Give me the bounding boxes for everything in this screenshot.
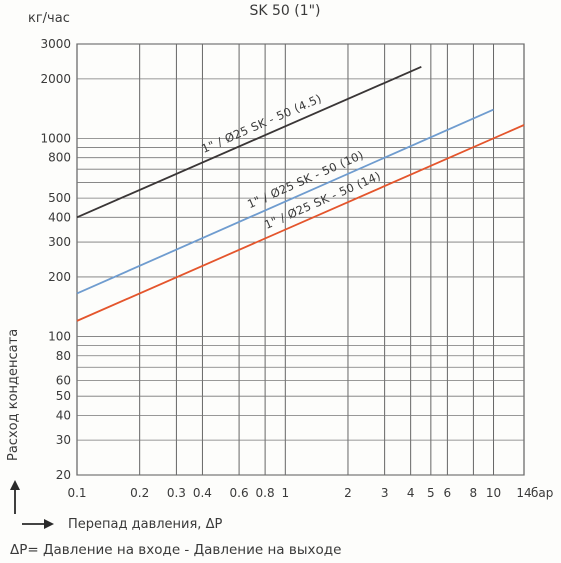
grid [76,43,525,476]
series-line [76,108,494,295]
x-tick-label: 2 [344,486,352,500]
x-tick-label: 0.2 [130,486,149,500]
x-tick-label: 10 [486,486,501,500]
footer-note: ΔP= Давление на входе - Давление на выхо… [10,542,342,558]
series-label: 1" / Ø25 SK - 50 (4.5) [199,91,323,156]
x-tick-label: 0.1 [67,486,86,500]
series-labels: 1" / Ø25 SK - 50 (4.5)1" / Ø25 SK - 50 (… [199,91,382,232]
x-tick-label: 0.6 [230,486,249,500]
y-tick-label: 400 [48,210,71,224]
x-tick-label: 8 [470,486,478,500]
x-tick-label: 5 [427,486,435,500]
y-tick-label: 1000 [40,131,71,145]
y-tick-label: 40 [56,408,71,422]
x-tick-label: 0.4 [193,486,212,500]
y-tick-label: 60 [56,374,71,388]
y-tick-label: 800 [48,151,71,165]
x-tick-labels: 0.1 0.2 0.3 0.4 0.6 0.8 1 2 3 4 5 6 8 10 14 [67,486,531,500]
x-tick-label: 14 [516,486,531,500]
x-tick-label: 3 [381,486,389,500]
y-tick-label: 3000 [40,37,71,51]
x-tick-label: 1 [281,486,289,500]
y-tick-label: 100 [48,330,71,344]
y-tick-label: 50 [56,389,71,403]
y-tick-label: 200 [48,270,71,284]
y-axis-arrow-icon [10,480,20,514]
series-line [76,66,422,219]
y-axis-units: кг/час [28,11,70,26]
y-tick-label: 300 [48,235,71,249]
x-tick-label: 0.8 [256,486,275,500]
x-tick-label: 6 [444,486,452,500]
series-lines [76,66,525,322]
x-axis-units: бар [531,486,553,500]
y-tick-label: 20 [56,468,71,482]
x-axis-arrow-icon [22,519,54,529]
x-tick-label: 0.3 [167,486,186,500]
y-tick-label: 500 [48,191,71,205]
chart-title: SK 50 (1") [249,3,320,19]
y-tick-label: 2000 [40,72,71,86]
y-axis-label: Расход конденсата [6,329,21,461]
y-tick-label: 80 [56,349,71,363]
series-line [76,124,525,322]
x-axis-label: Перепад давления, ΔP [68,517,222,532]
y-tick-label: 30 [56,433,71,447]
x-tick-label: 4 [407,486,415,500]
